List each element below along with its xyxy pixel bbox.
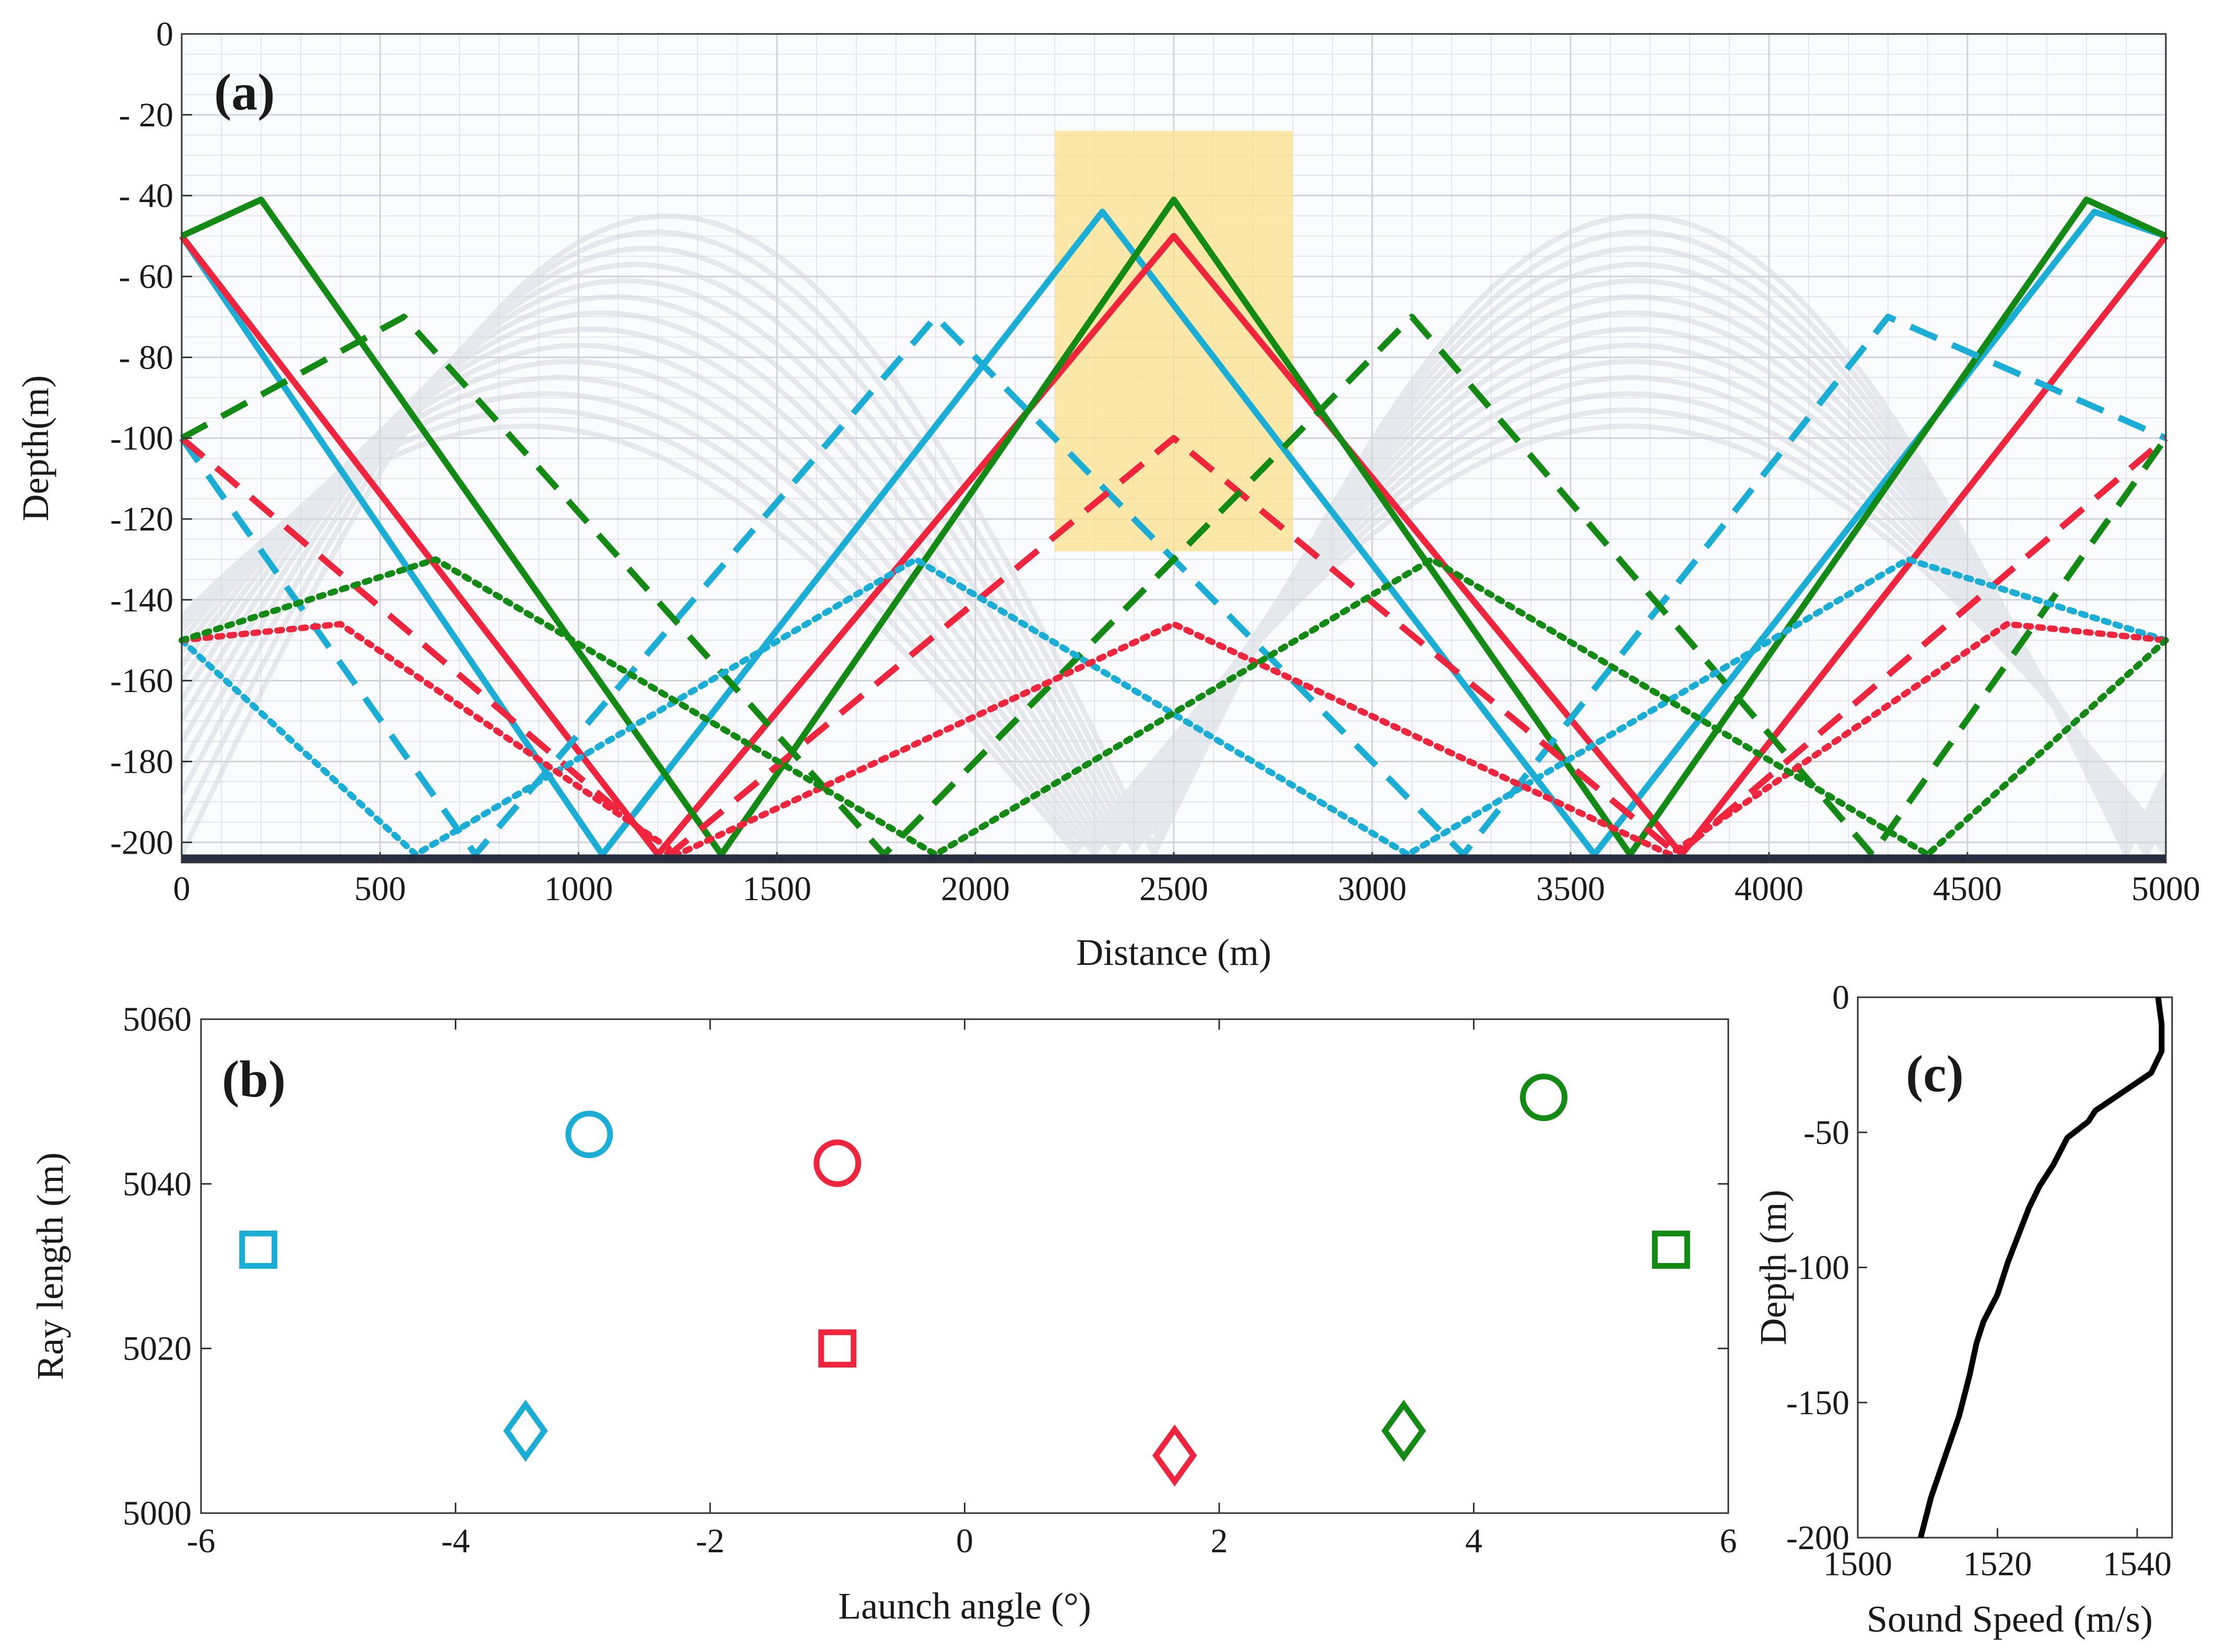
y-tick-label-a: -140 bbox=[110, 581, 173, 619]
x-tick-label-b: 4 bbox=[1465, 1522, 1482, 1560]
panel-a: 0 500 1000 1500 2000 2500 3000 3500 4000 4500 5000… bbox=[15, 15, 2200, 973]
y-tick-label-a: -200 bbox=[110, 823, 173, 862]
gray-ray bbox=[179, 262, 2168, 856]
marker-square-cyan bbox=[239, 1230, 278, 1269]
x-tick-label-c: 1540 bbox=[2103, 1545, 2172, 1583]
y-tick-label-a: 0 bbox=[156, 15, 173, 53]
panel-label-a: (a) bbox=[214, 63, 275, 121]
x-axis-label-c: Sound Speed (m/s) bbox=[1867, 1598, 2153, 1640]
x-tick-label-b: -6 bbox=[187, 1522, 216, 1560]
x-tick-label-a: 3000 bbox=[1338, 870, 1407, 908]
x-tick-label-a: 500 bbox=[355, 870, 406, 908]
x-tick-label-c: 1500 bbox=[1823, 1545, 1892, 1583]
ray-green-dotted bbox=[179, 556, 2169, 858]
x-tick-label-a: 1500 bbox=[742, 870, 811, 908]
y-tick-label-b: 5020 bbox=[123, 1330, 192, 1368]
x-tick-label-b: -4 bbox=[441, 1522, 470, 1560]
y-tick-label-a: - 60 bbox=[119, 257, 173, 296]
y-tick-label-c: -50 bbox=[1803, 1114, 1849, 1152]
y-tick-label-b: 5060 bbox=[123, 1000, 192, 1039]
ray-cyan-dashed bbox=[179, 313, 2167, 858]
y-tick-label-b: 5040 bbox=[123, 1165, 192, 1203]
y-tick-label-c: 0 bbox=[1832, 978, 1849, 1017]
ray-red-dashed bbox=[180, 435, 2168, 858]
x-axis-label-a: Distance (m) bbox=[1076, 931, 1271, 973]
panel-label-b: (b) bbox=[222, 1050, 286, 1108]
marker-square-red bbox=[818, 1329, 857, 1368]
background-rays bbox=[179, 213, 2168, 860]
marker-circle-green bbox=[1520, 1073, 1568, 1122]
sound-speed-profile bbox=[1918, 997, 2165, 1539]
x-tick-label-a: 1000 bbox=[544, 870, 613, 908]
ray-cyan-solid bbox=[179, 208, 2167, 858]
y-tick-label-a: -100 bbox=[110, 419, 173, 457]
gray-ray bbox=[179, 310, 2168, 852]
x-tick-label-b: -2 bbox=[696, 1522, 725, 1560]
axes-frame-c bbox=[1857, 996, 2173, 1539]
y-tick-label-c: -150 bbox=[1786, 1384, 1849, 1422]
panel-b: -6 -4 -2 0 2 4 6 5000 5020 5040 5060 Launch angle (… bbox=[29, 1000, 1737, 1627]
x-tick-label-a: 2500 bbox=[1139, 870, 1208, 908]
panel-c: 1500 1520 1540 0 -50 -100 -150 -200 Sound Speed … bbox=[1752, 978, 2173, 1640]
gray-ray bbox=[179, 245, 2168, 843]
marker-diamond-red bbox=[1152, 1424, 1197, 1487]
y-axis-label-a: Depth(m) bbox=[15, 375, 56, 522]
y-tick-label-a: - 80 bbox=[119, 338, 173, 376]
x-tick-label-a: 2000 bbox=[941, 870, 1010, 908]
y-tick-label-c: -200 bbox=[1786, 1519, 1849, 1557]
axes-frame-b bbox=[200, 1018, 1729, 1514]
y-tick-label-b: 5000 bbox=[123, 1494, 192, 1532]
panel-label-c: (c) bbox=[1906, 1045, 1964, 1103]
gray-ray bbox=[179, 229, 2168, 852]
y-tick-label-c: -100 bbox=[1786, 1249, 1849, 1287]
x-tick-label-b: 2 bbox=[1211, 1522, 1228, 1560]
marker-diamond-cyan bbox=[503, 1399, 548, 1462]
gray-ray bbox=[179, 326, 2167, 856]
gray-ray bbox=[179, 294, 2168, 860]
x-axis-label-b: Launch angle (°) bbox=[838, 1585, 1091, 1627]
y-tick-label-a: - 20 bbox=[119, 96, 173, 134]
y-tick-label-a: - 40 bbox=[119, 177, 173, 215]
ray-green-solid bbox=[180, 196, 2167, 858]
y-tick-label-a: -160 bbox=[110, 662, 173, 700]
ray-red-solid bbox=[179, 233, 2168, 858]
ray-red-dotted bbox=[179, 621, 2169, 858]
x-tick-label-a: 4000 bbox=[1735, 870, 1803, 908]
x-tick-label-a: 5000 bbox=[2131, 870, 2200, 908]
y-axis-label-b: Ray length (m) bbox=[29, 1152, 71, 1380]
y-tick-label-a: -120 bbox=[110, 500, 173, 538]
x-tick-label-a: 0 bbox=[173, 870, 191, 908]
marker-diamond-green bbox=[1381, 1399, 1426, 1462]
marker-circle-red bbox=[813, 1139, 862, 1187]
ray-cyan-dotted bbox=[179, 556, 2169, 858]
y-tick-label-a: -180 bbox=[110, 742, 173, 781]
x-tick-label-b: 0 bbox=[956, 1522, 973, 1560]
x-tick-label-a: 4500 bbox=[1933, 870, 2002, 908]
y-axis-label-c: Depth (m) bbox=[1752, 1190, 1794, 1346]
ray-green-dashed bbox=[180, 313, 2168, 858]
x-tick-label-a: 3500 bbox=[1536, 870, 1605, 908]
marker-square-green bbox=[1652, 1230, 1690, 1269]
x-tick-label-c: 1520 bbox=[1963, 1545, 2032, 1583]
gray-ray bbox=[180, 423, 2168, 856]
marker-circle-cyan bbox=[565, 1111, 613, 1159]
x-tick-label-b: 6 bbox=[1720, 1522, 1737, 1560]
